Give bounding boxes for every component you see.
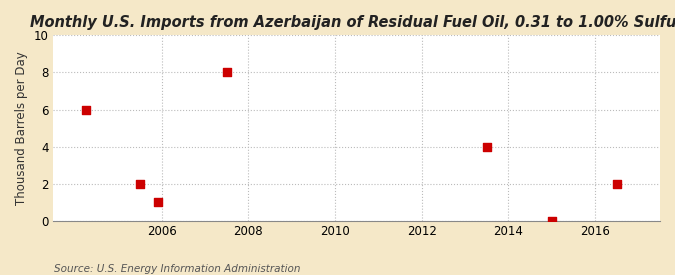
Y-axis label: Thousand Barrels per Day: Thousand Barrels per Day	[15, 51, 28, 205]
Point	[481, 144, 492, 149]
Title: Monthly U.S. Imports from Azerbaijan of Residual Fuel Oil, 0.31 to 1.00% Sulfur: Monthly U.S. Imports from Azerbaijan of …	[30, 15, 675, 30]
Point	[612, 182, 622, 186]
Point	[134, 182, 145, 186]
Point	[546, 219, 557, 223]
Text: Source: U.S. Energy Information Administration: Source: U.S. Energy Information Administ…	[54, 264, 300, 274]
Point	[80, 107, 91, 112]
Point	[221, 70, 232, 75]
Point	[153, 200, 163, 205]
